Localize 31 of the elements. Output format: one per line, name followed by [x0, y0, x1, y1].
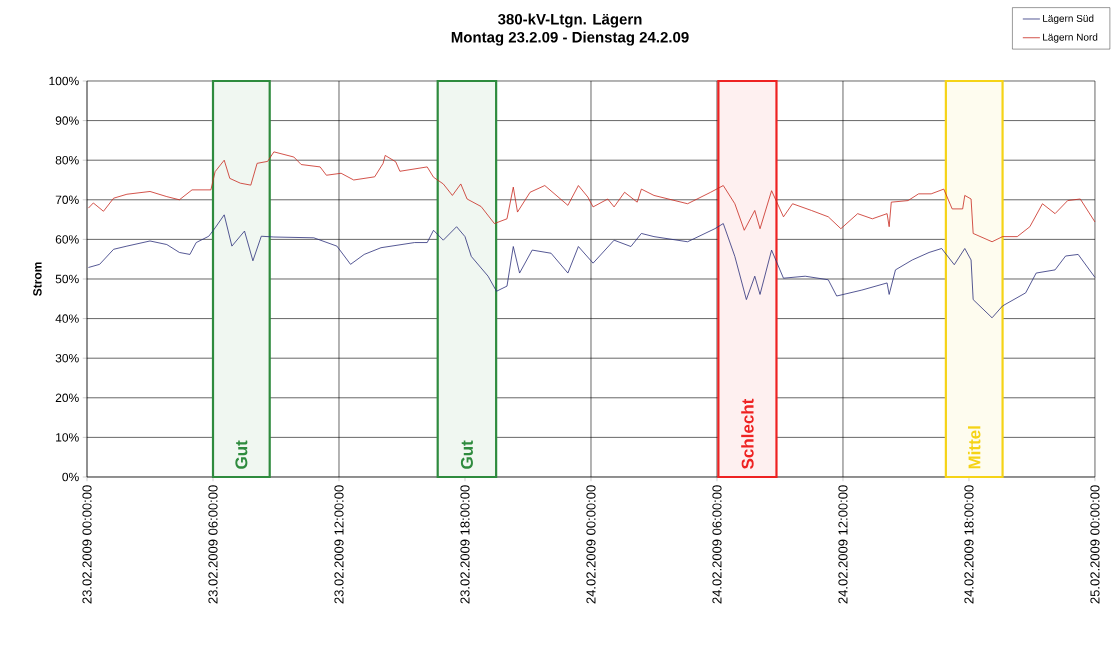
chart-title: 380-kV-Ltgn. Lägern [497, 13, 642, 28]
y-tick-label: 70% [55, 195, 79, 205]
x-tick-label: 23.02.2009 18:00:00 [460, 485, 470, 604]
band-label: Schlecht [741, 398, 754, 470]
chart-subtitle: Montag 23.2.09 - Dienstag 24.2.09 [451, 31, 689, 46]
legend-label: Lägern Süd [1043, 14, 1094, 24]
y-tick-label: 50% [55, 274, 79, 284]
y-tick-label: 30% [55, 353, 79, 363]
line-series [88, 151, 1096, 243]
x-tick-label: 24.02.2009 12:00:00 [838, 485, 848, 604]
band-label: Gut [460, 440, 473, 469]
y-axis-title: Strom [33, 262, 42, 296]
x-tick-label: 23.02.2009 00:00:00 [82, 485, 92, 604]
x-tick-label: 23.02.2009 12:00:00 [334, 485, 344, 604]
y-tick-label: 90% [55, 116, 79, 125]
y-tick-label: 0% [62, 472, 79, 482]
line-series [88, 214, 1096, 319]
y-tick-label: 100% [49, 76, 79, 86]
y-tick-label: 10% [56, 433, 79, 442]
y-tick-label: 20% [55, 393, 79, 403]
band-label: Gut [235, 440, 248, 469]
x-tick-label: 24.02.2009 06:00:00 [712, 485, 722, 604]
x-tick-label: 25.02.2009 00:00:00 [1090, 485, 1100, 604]
y-tick-label: 40% [55, 314, 79, 323]
legend-label: Lägern Nord [1043, 33, 1098, 43]
band-label: Mittel [967, 426, 981, 469]
x-tick-label: 23.02.2009 06:00:00 [208, 485, 218, 604]
y-tick-label: 80% [55, 155, 79, 165]
y-tick-label: 60% [55, 235, 79, 244]
x-tick-label: 24.02.2009 00:00:00 [586, 485, 596, 604]
x-tick-label: 24.02.2009 18:00:00 [964, 485, 974, 604]
